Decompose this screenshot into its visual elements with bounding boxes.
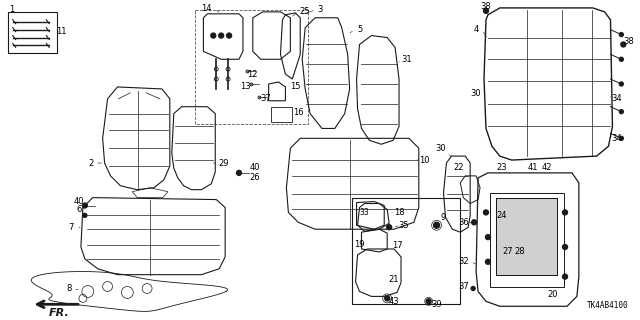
Text: 34: 34 (611, 94, 621, 103)
Bar (496, 197, 557, 275)
Circle shape (620, 57, 623, 61)
Circle shape (434, 222, 440, 228)
Text: 30: 30 (471, 89, 481, 98)
Text: 34: 34 (611, 134, 621, 143)
Text: 37: 37 (458, 282, 468, 291)
Circle shape (227, 33, 232, 38)
Text: 20: 20 (547, 290, 557, 299)
Text: 8: 8 (67, 284, 72, 293)
Circle shape (620, 82, 623, 86)
Circle shape (563, 210, 568, 215)
Text: 2: 2 (88, 158, 93, 168)
Circle shape (486, 259, 490, 264)
Circle shape (426, 299, 431, 304)
Circle shape (471, 286, 475, 291)
Circle shape (483, 210, 488, 215)
Text: 41: 41 (527, 164, 538, 172)
Text: 40: 40 (74, 197, 84, 206)
Bar (351, 197, 460, 304)
Text: TK4AB4100: TK4AB4100 (587, 301, 628, 310)
Text: 24: 24 (497, 211, 507, 220)
Text: 11: 11 (56, 27, 67, 36)
Text: 42: 42 (542, 164, 552, 172)
Bar (496, 197, 557, 275)
Bar (271, 107, 292, 122)
Text: 18: 18 (394, 208, 404, 217)
Text: 19: 19 (355, 240, 365, 249)
Bar (490, 193, 564, 286)
Text: 23: 23 (497, 164, 507, 172)
Text: 30: 30 (435, 144, 446, 153)
Text: 16: 16 (293, 108, 303, 117)
Text: 4: 4 (474, 25, 479, 34)
Text: 21: 21 (389, 275, 399, 284)
Text: 40: 40 (250, 164, 260, 172)
Text: 33: 33 (360, 208, 369, 217)
Text: 39: 39 (431, 300, 442, 309)
Text: 10: 10 (419, 156, 430, 164)
Text: 28: 28 (515, 247, 525, 256)
Text: 13: 13 (241, 83, 252, 92)
Bar (195, 10, 308, 124)
Text: 3: 3 (317, 5, 323, 14)
Text: 5: 5 (357, 25, 362, 34)
Text: 27: 27 (502, 247, 513, 256)
Circle shape (83, 203, 87, 208)
Text: 6: 6 (76, 205, 82, 214)
Text: 25: 25 (299, 7, 310, 16)
Text: 22: 22 (453, 164, 463, 172)
Circle shape (486, 235, 490, 240)
Text: 14: 14 (201, 4, 212, 13)
Circle shape (385, 296, 390, 301)
Text: 29: 29 (218, 158, 228, 168)
Circle shape (620, 136, 623, 140)
Circle shape (620, 110, 623, 114)
Circle shape (387, 225, 392, 230)
Text: FR.: FR. (49, 308, 70, 318)
Circle shape (620, 33, 623, 36)
Text: 7: 7 (68, 223, 74, 232)
Bar (8, 12, 57, 53)
Text: 31: 31 (402, 55, 412, 64)
Circle shape (211, 33, 216, 38)
Circle shape (563, 244, 568, 250)
Text: 38: 38 (623, 37, 634, 46)
Text: 37: 37 (260, 94, 271, 103)
Text: 12: 12 (248, 69, 258, 79)
Circle shape (621, 42, 626, 47)
Text: 32: 32 (458, 257, 468, 266)
Text: 35: 35 (399, 221, 410, 230)
Text: 15: 15 (290, 83, 301, 92)
Text: 43: 43 (388, 297, 399, 306)
Circle shape (219, 33, 223, 38)
Text: 26: 26 (250, 173, 260, 182)
Circle shape (472, 220, 477, 225)
Text: 36: 36 (458, 218, 468, 227)
Text: 38: 38 (481, 3, 492, 12)
Text: 1: 1 (9, 5, 14, 14)
Circle shape (237, 171, 241, 175)
Circle shape (83, 213, 87, 217)
Text: 9: 9 (441, 213, 446, 222)
Circle shape (563, 274, 568, 279)
Text: 17: 17 (392, 241, 403, 250)
Circle shape (483, 8, 488, 13)
